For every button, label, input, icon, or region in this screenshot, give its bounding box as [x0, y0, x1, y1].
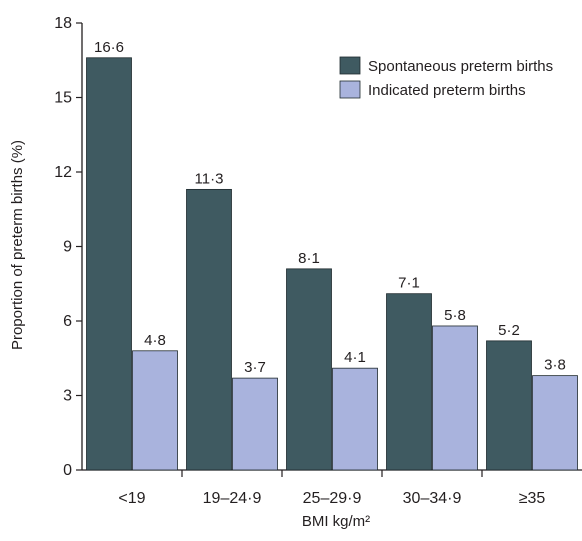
y-tick-label: 15	[54, 90, 72, 107]
x-tick-label: 30–34·9	[403, 490, 462, 507]
bar-indicated	[232, 377, 278, 471]
y-tick-label: 12	[54, 164, 72, 181]
legend-swatch-indicated	[339, 80, 361, 99]
x-tick-label: ≥35	[519, 490, 546, 507]
y-axis-title: Proportion of preterm births (%)	[9, 140, 26, 350]
axes: 0 3 6 9 12 15 18 <19 19–24·9 25–29·9 30–34·9 ≥35	[54, 15, 582, 507]
data-label: 5·2	[498, 322, 520, 339]
bars	[86, 57, 578, 471]
bar-spontaneous	[286, 268, 332, 471]
data-label: 11·3	[195, 170, 224, 187]
legend: Spontaneous preterm births Indicated pret…	[339, 56, 553, 99]
legend-label: Spontaneous preterm births	[368, 58, 553, 75]
bar-spontaneous	[86, 57, 132, 471]
legend-swatch-spontaneous	[339, 56, 361, 75]
bar-spontaneous	[386, 293, 432, 471]
bar-indicated	[432, 325, 478, 471]
bar-spontaneous	[186, 188, 232, 471]
bar-indicated	[532, 375, 578, 471]
x-axis-title: BMI kg/m²	[302, 513, 370, 530]
y-tick-label: 9	[63, 239, 72, 256]
bar-indicated	[332, 367, 378, 471]
bar-indicated	[132, 350, 178, 471]
x-tick-label: 25–29·9	[303, 490, 362, 507]
data-label: 16·6	[94, 39, 124, 56]
y-tick-label: 3	[63, 388, 72, 405]
data-label: 3·8	[544, 357, 566, 374]
data-label: 3·7	[244, 359, 266, 376]
x-tick-label: <19	[118, 490, 145, 507]
y-tick-label: 6	[63, 313, 72, 330]
x-tick-label: 19–24·9	[203, 490, 262, 507]
data-label: 5·8	[444, 307, 466, 324]
legend-label: Indicated preterm births	[368, 82, 526, 99]
y-tick-label: 18	[54, 15, 72, 32]
data-labels: 16·6 4·8 11·3 3·7 8·1 4·1 7·1 5·8 5·2 3·8	[94, 39, 566, 376]
y-tick-label: 0	[63, 462, 72, 479]
data-label: 4·1	[344, 349, 366, 366]
data-label: 4·8	[144, 332, 166, 349]
bar-spontaneous	[486, 340, 532, 471]
data-label: 7·1	[398, 275, 420, 292]
data-label: 8·1	[298, 250, 320, 267]
